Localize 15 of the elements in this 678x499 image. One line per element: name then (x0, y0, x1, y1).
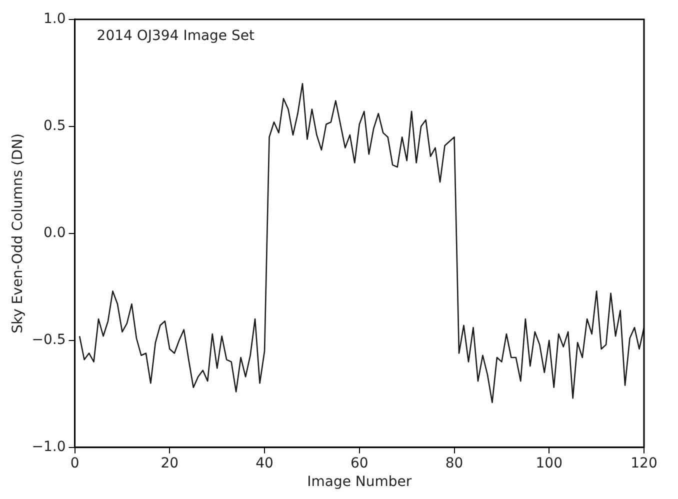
y-tick-label: 1.0 (44, 11, 66, 28)
y-tick-label: −1.0 (32, 439, 66, 456)
x-tick-label: 40 (256, 455, 274, 472)
x-axis-title: Image Number (307, 474, 412, 490)
y-tick-label: 0.0 (44, 225, 66, 242)
y-tick-label: −0.5 (32, 332, 66, 348)
annotation: 2014 OJ394 Image Set (96, 28, 255, 44)
x-tick-label: 0 (70, 455, 80, 472)
x-tick-label: 100 (536, 455, 562, 472)
y-axis-title: Sky Even-Odd Columns (DN) (10, 133, 26, 334)
x-tick-label: 120 (630, 455, 658, 472)
x-tick-label: 80 (445, 455, 464, 472)
y-tick-label: 0.5 (44, 118, 66, 134)
x-tick-label: 60 (350, 455, 368, 472)
x-tick-label: 20 (160, 455, 179, 472)
